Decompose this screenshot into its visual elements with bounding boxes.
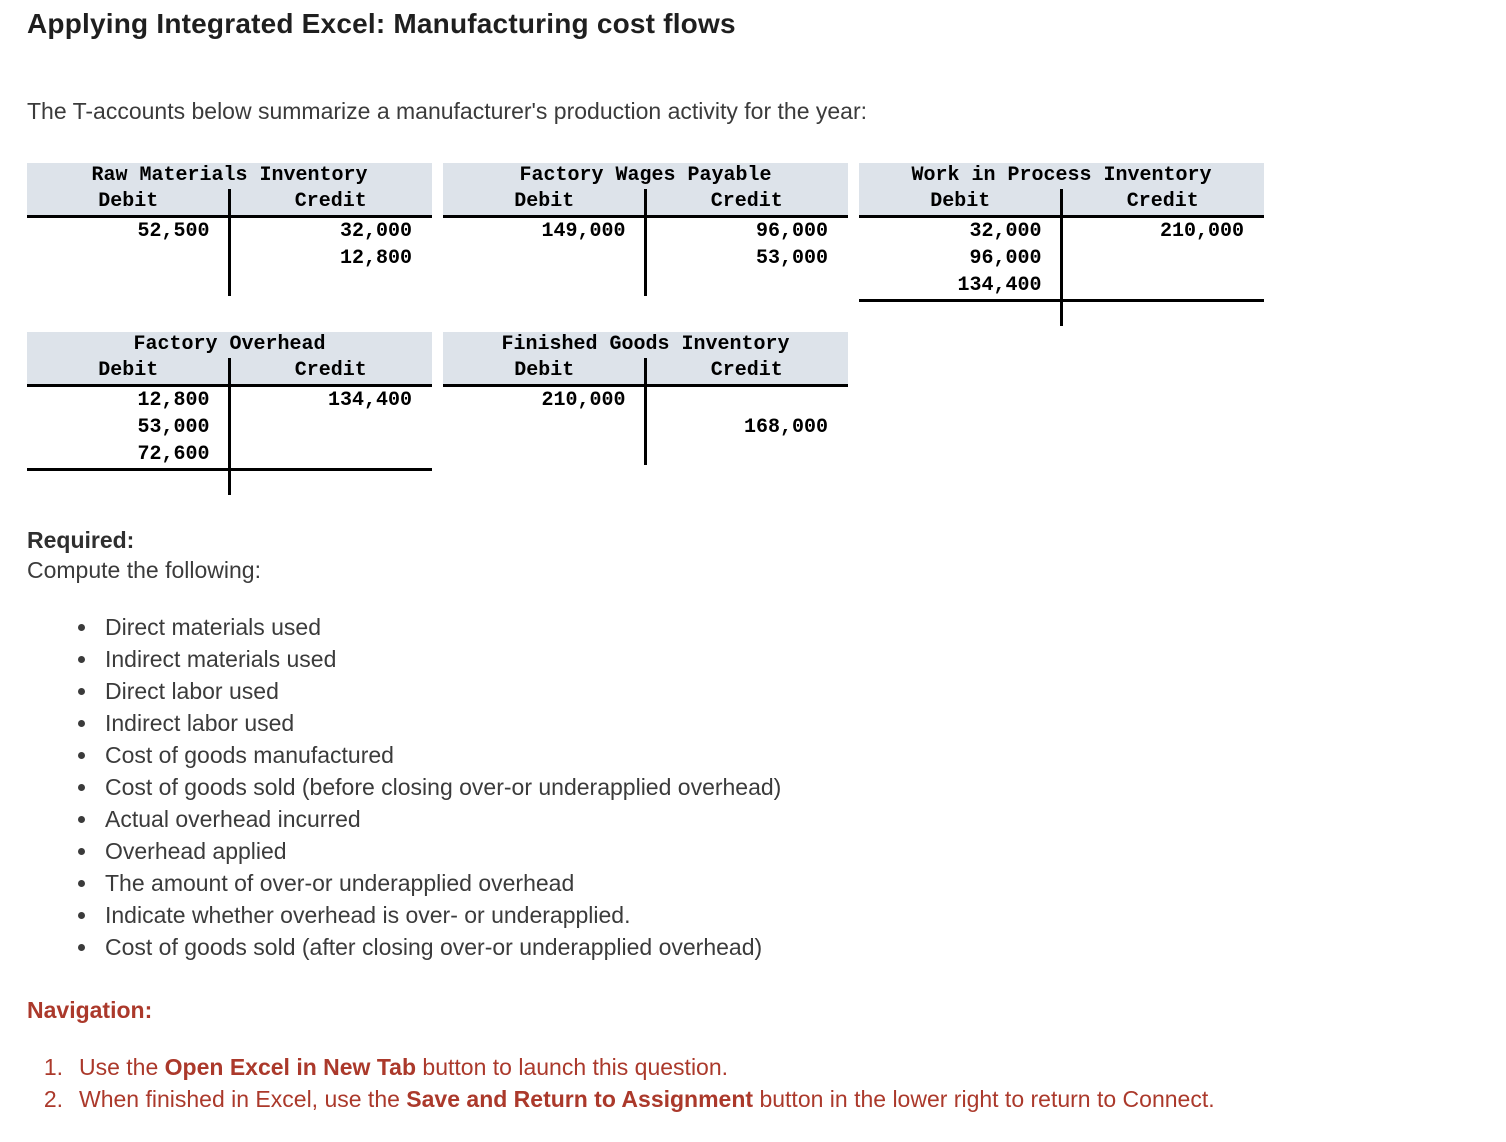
required-item: Indirect labor used	[99, 707, 1479, 739]
debit-amount: 12,800	[137, 389, 210, 412]
required-item: Cost of goods sold (before closing over-…	[99, 771, 1479, 803]
required-item: Overhead applied	[99, 835, 1479, 867]
required-item: Indirect materials used	[99, 643, 1479, 675]
credit-label: Credit	[1126, 190, 1199, 213]
debit-amount: 134,400	[957, 274, 1042, 297]
navigation-step-number: 1.	[43, 1054, 63, 1080]
t-account-row: 53,000	[443, 245, 848, 272]
debit-label: Debit	[98, 190, 159, 213]
debit-amount	[27, 245, 230, 272]
t-account-column-labels: Debit Credit	[443, 358, 848, 384]
required-item: Direct materials used	[99, 611, 1479, 643]
t-account-title: Factory Wages Payable	[519, 164, 772, 187]
t-account-row: 96,000	[859, 245, 1264, 272]
navigation-step-bold: Save and Return to Assignment	[406, 1086, 754, 1112]
debit-amount: 149,000	[541, 220, 626, 243]
debit-label: Debit	[98, 359, 159, 382]
t-account-column-labels: Debit Credit	[859, 189, 1264, 215]
intro-text: The T-accounts below summarize a manufac…	[27, 98, 868, 124]
t-account-row: 149,000 96,000	[443, 218, 848, 245]
debit-label: Debit	[930, 190, 991, 213]
t-accounts-row-1: Raw Materials Inventory Debit Credit 52,500…	[27, 163, 1479, 326]
t-account-title: Work in Process Inventory	[911, 164, 1212, 187]
required-item: The amount of over-or underapplied overh…	[99, 867, 1479, 899]
debit-amount: 210,000	[541, 389, 626, 412]
t-account-raw-materials-inventory: Raw Materials Inventory Debit Credit 52,500…	[27, 163, 432, 296]
navigation-step: 1. Use the Open Excel in New Tab button t…	[27, 1051, 1479, 1083]
required-heading: Required:	[27, 527, 135, 553]
required-item: Cost of goods manufactured	[99, 739, 1479, 771]
page-title: Applying Integrated Excel: Manufacturing…	[27, 8, 736, 39]
t-account-divider	[1060, 189, 1063, 326]
credit-amount: 32,000	[339, 220, 412, 243]
t-account-factory-wages-payable: Factory Wages Payable Debit Credit 149,000 9…	[443, 163, 848, 296]
t-account-row: 32,000 210,000	[859, 218, 1264, 245]
debit-label: Debit	[514, 190, 575, 213]
t-account-row: 168,000	[443, 414, 848, 441]
debit-amount: 32,000	[969, 220, 1042, 243]
credit-label: Credit	[294, 190, 367, 213]
credit-amount	[1062, 272, 1265, 299]
credit-label: Credit	[710, 190, 783, 213]
credit-amount: 12,800	[339, 247, 412, 270]
navigation-step-text: When finished in Excel, use the Save and…	[79, 1086, 1215, 1112]
credit-amount	[646, 387, 849, 414]
t-account-title: Finished Goods Inventory	[501, 333, 790, 356]
required-item: Indicate whether overhead is over- or un…	[99, 899, 1479, 931]
credit-label: Credit	[710, 359, 783, 382]
required-section: Required: Compute the following: Direct …	[27, 525, 1479, 963]
credit-amount: 53,000	[755, 247, 828, 270]
required-item: Cost of goods sold (after closing over-o…	[99, 931, 1479, 963]
t-account-row: 53,000	[27, 414, 432, 441]
t-account-row: 134,400	[859, 272, 1264, 299]
t-account-column-labels: Debit Credit	[27, 358, 432, 384]
navigation-step-bold: Open Excel in New Tab	[164, 1054, 417, 1080]
navigation-heading: Navigation:	[27, 997, 153, 1023]
t-account-row: 12,800	[27, 245, 432, 272]
t-accounts-row-2: Factory Overhead Debit Credit 12,800 134,400…	[27, 332, 1479, 495]
debit-amount: 96,000	[969, 247, 1042, 270]
debit-amount: 52,500	[137, 220, 210, 243]
navigation-step-number: 2.	[43, 1086, 63, 1112]
debit-label: Debit	[514, 359, 575, 382]
t-account-row: 52,500 32,000	[27, 218, 432, 245]
t-account-title: Raw Materials Inventory	[91, 164, 368, 187]
credit-amount: 168,000	[743, 416, 828, 439]
debit-amount: 72,600	[137, 443, 210, 466]
credit-amount: 96,000	[755, 220, 828, 243]
t-account-divider	[228, 358, 231, 495]
t-account-work-in-process-inventory: Work in Process Inventory Debit Credit 32,0…	[859, 163, 1264, 326]
t-account-divider	[228, 189, 231, 296]
debit-amount	[443, 245, 646, 272]
required-item: Actual overhead incurred	[99, 803, 1479, 835]
t-account-finished-goods-inventory: Finished Goods Inventory Debit Credit 210,0…	[443, 332, 848, 465]
navigation-step-text: Use the Open Excel in New Tab button to …	[79, 1054, 729, 1080]
t-account-divider	[644, 358, 647, 465]
navigation-list: 1. Use the Open Excel in New Tab button t…	[27, 1051, 1479, 1115]
t-account-row: 72,600	[27, 441, 432, 468]
credit-amount	[230, 414, 433, 441]
t-account-column-labels: Debit Credit	[27, 189, 432, 215]
credit-amount	[230, 441, 433, 468]
credit-amount	[1062, 245, 1265, 272]
navigation-step: 2. When finished in Excel, use the Save a…	[27, 1083, 1479, 1115]
credit-amount: 210,000	[1159, 220, 1244, 243]
t-account-row: 12,800 134,400	[27, 387, 432, 414]
navigation-section: Navigation: 1. Use the Open Excel in New …	[27, 995, 1479, 1115]
t-account-title: Factory Overhead	[133, 333, 326, 356]
t-account-divider	[644, 189, 647, 296]
credit-amount: 134,400	[327, 389, 412, 412]
t-account-row: 210,000	[443, 387, 848, 414]
credit-label: Credit	[294, 359, 367, 382]
debit-amount	[443, 414, 646, 441]
debit-amount: 53,000	[137, 416, 210, 439]
required-subheading: Compute the following:	[27, 557, 261, 583]
required-item: Direct labor used	[99, 675, 1479, 707]
t-account-factory-overhead: Factory Overhead Debit Credit 12,800 134,400…	[27, 332, 432, 495]
t-account-column-labels: Debit Credit	[443, 189, 848, 215]
required-list: Direct materials usedIndirect materials …	[27, 611, 1479, 963]
